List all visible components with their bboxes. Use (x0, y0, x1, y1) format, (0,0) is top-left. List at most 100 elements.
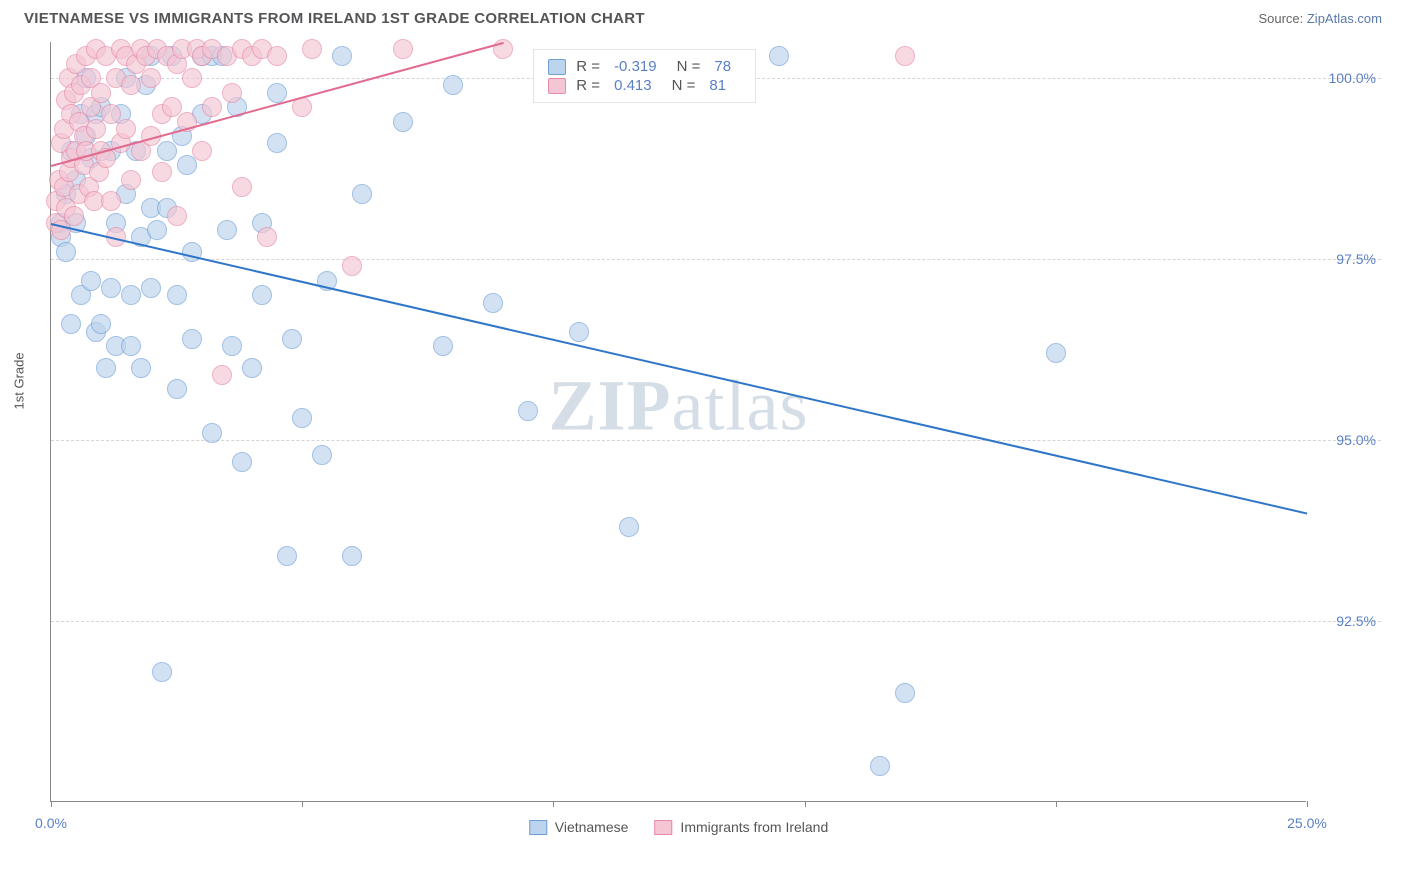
data-point (116, 119, 136, 139)
data-point (152, 162, 172, 182)
x-tick (1056, 801, 1057, 807)
legend-r-value: -0.319 (614, 58, 657, 75)
source-attribution: Source: ZipAtlas.com (1258, 11, 1382, 26)
data-point (433, 336, 453, 356)
gridline (51, 259, 1381, 260)
y-tick-label: 100.0% (1316, 70, 1376, 86)
data-point (121, 75, 141, 95)
data-point (217, 220, 237, 240)
legend-r-value: 0.413 (614, 77, 652, 94)
data-point (569, 322, 589, 342)
data-point (56, 242, 76, 262)
watermark: ZIPatlas (549, 365, 809, 448)
chart-title: VIETNAMESE VS IMMIGRANTS FROM IRELAND 1S… (24, 10, 645, 27)
data-point (619, 517, 639, 537)
data-point (131, 358, 151, 378)
legend-swatch (529, 820, 547, 835)
data-point (121, 285, 141, 305)
data-point (870, 756, 890, 776)
data-point (232, 177, 252, 197)
data-point (332, 46, 352, 66)
stats-legend: R = -0.319 N = 78 R = 0.413 N = 81 (533, 49, 756, 103)
x-tick (1307, 801, 1308, 807)
data-point (769, 46, 789, 66)
data-point (182, 329, 202, 349)
data-point (393, 39, 413, 59)
legend-swatch (548, 59, 566, 75)
x-tick (302, 801, 303, 807)
data-point (101, 191, 121, 211)
legend-n-value: 81 (709, 77, 726, 94)
data-point (242, 358, 262, 378)
gridline (51, 621, 1381, 622)
y-tick-label: 95.0% (1316, 432, 1376, 448)
legend-swatch (548, 78, 566, 94)
series-legend: Vietnamese Immigrants from Ireland (529, 819, 829, 835)
data-point (1046, 343, 1066, 363)
legend-n-label: N = (677, 58, 701, 75)
data-point (483, 293, 503, 313)
data-point (81, 271, 101, 291)
data-point (61, 314, 81, 334)
gridline (51, 440, 1381, 441)
x-tick-label: 0.0% (35, 815, 67, 831)
data-point (342, 256, 362, 276)
x-tick (553, 801, 554, 807)
data-point (222, 83, 242, 103)
data-point (895, 683, 915, 703)
data-point (86, 119, 106, 139)
data-point (267, 133, 287, 153)
legend-label: Immigrants from Ireland (680, 819, 828, 835)
y-tick-label: 97.5% (1316, 251, 1376, 267)
data-point (182, 68, 202, 88)
legend-n-value: 78 (714, 58, 731, 75)
data-point (352, 184, 372, 204)
data-point (443, 75, 463, 95)
x-tick (51, 801, 52, 807)
x-tick (805, 801, 806, 807)
data-point (267, 83, 287, 103)
data-point (895, 46, 915, 66)
data-point (152, 662, 172, 682)
data-point (202, 423, 222, 443)
data-point (393, 112, 413, 132)
data-point (257, 227, 277, 247)
data-point (518, 401, 538, 421)
data-point (292, 408, 312, 428)
data-point (177, 155, 197, 175)
legend-label: Vietnamese (555, 819, 629, 835)
data-point (252, 285, 272, 305)
data-point (192, 141, 212, 161)
data-point (312, 445, 332, 465)
data-point (141, 278, 161, 298)
data-point (64, 206, 84, 226)
correlation-chart: 1st Grade ZIPatlas 92.5%95.0%97.5%100.0%… (50, 42, 1380, 832)
data-point (157, 141, 177, 161)
data-point (147, 220, 167, 240)
data-point (212, 365, 232, 385)
data-point (202, 97, 222, 117)
data-point (101, 278, 121, 298)
legend-r-label: R = (576, 58, 600, 75)
data-point (141, 68, 161, 88)
data-point (91, 314, 111, 334)
data-point (167, 285, 187, 305)
legend-swatch (654, 820, 672, 835)
data-point (121, 170, 141, 190)
data-point (222, 336, 242, 356)
x-tick-label: 25.0% (1287, 815, 1327, 831)
y-axis-label: 1st Grade (12, 352, 27, 409)
data-point (96, 358, 116, 378)
data-point (282, 329, 302, 349)
data-point (267, 46, 287, 66)
data-point (342, 546, 362, 566)
legend-item: Immigrants from Ireland (654, 819, 828, 835)
plot-area: 1st Grade ZIPatlas 92.5%95.0%97.5%100.0%… (50, 42, 1306, 802)
data-point (302, 39, 322, 59)
data-point (121, 336, 141, 356)
legend-n-label: N = (672, 77, 696, 94)
y-tick-label: 92.5% (1316, 613, 1376, 629)
legend-r-label: R = (576, 77, 600, 94)
legend-item: Vietnamese (529, 819, 629, 835)
data-point (91, 83, 111, 103)
